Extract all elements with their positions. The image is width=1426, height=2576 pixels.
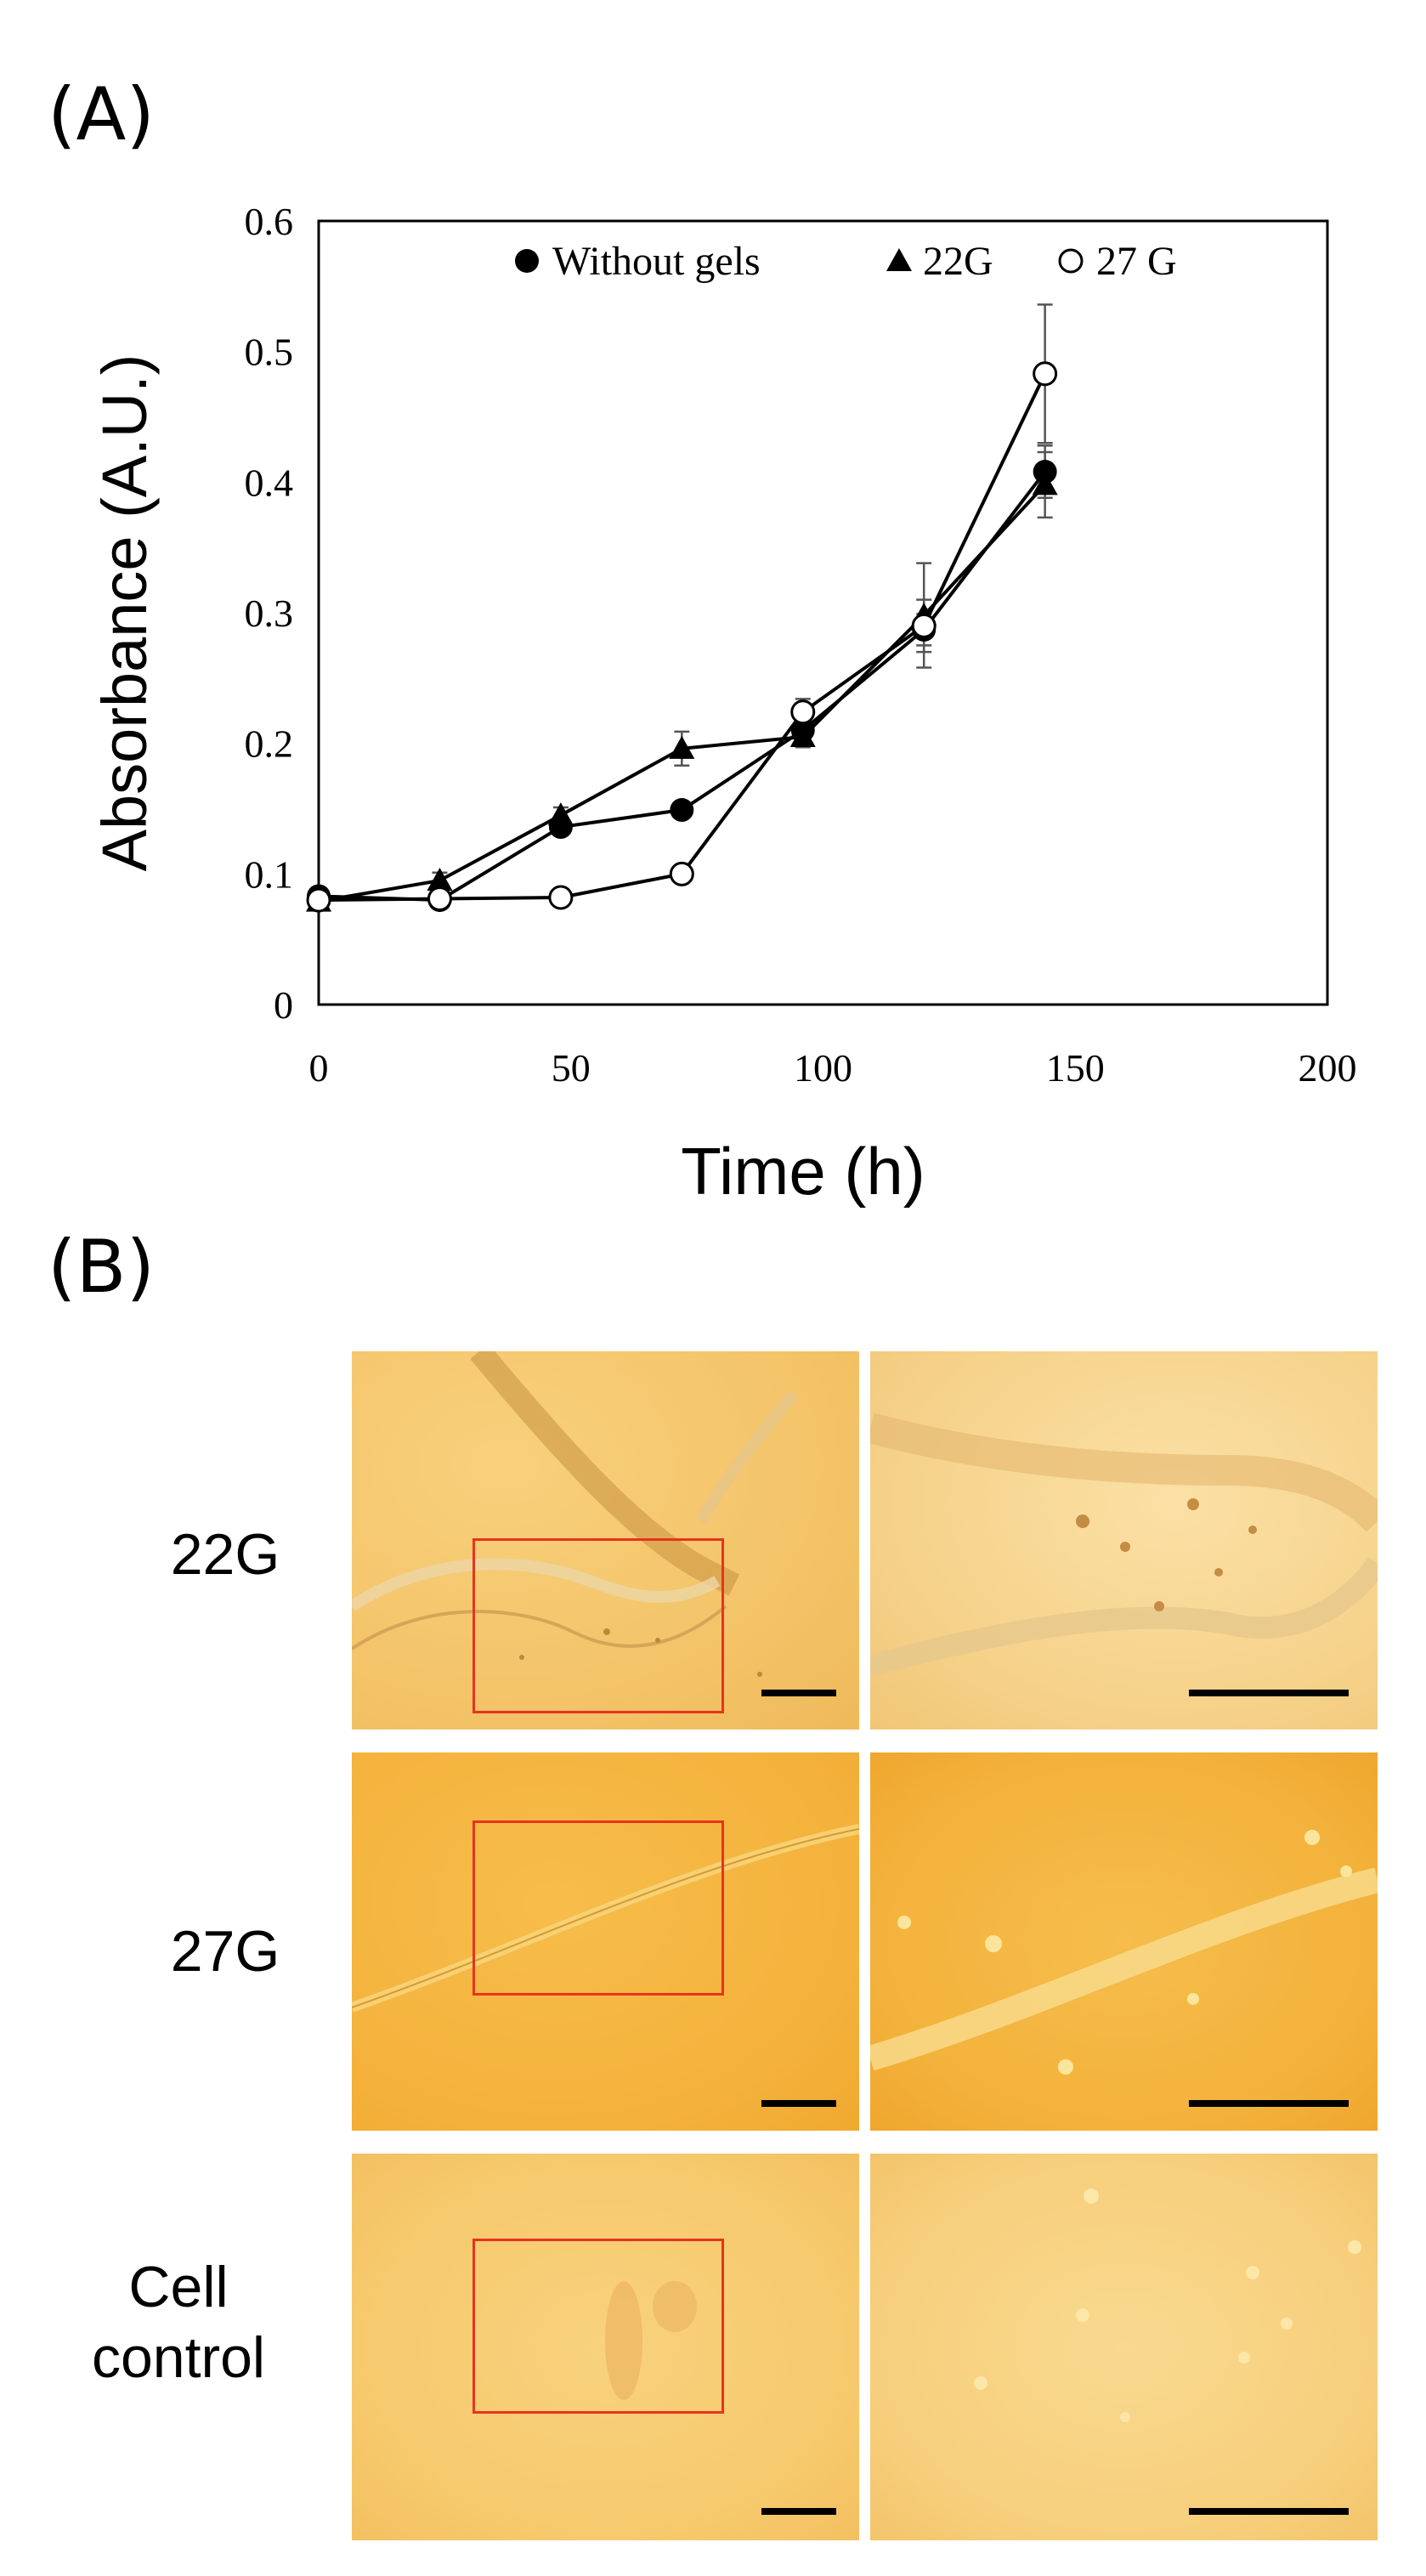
- data-point: [1033, 460, 1057, 484]
- data-point: [1058, 248, 1084, 274]
- roi-box: [473, 1538, 724, 1713]
- fiber-shapes: [352, 1351, 799, 1677]
- y-tick-label: 0.1: [245, 852, 294, 896]
- y-tick-label: 0.5: [245, 331, 294, 374]
- y-tick-label: 0.2: [245, 722, 294, 766]
- micrograph-control-zoom: [870, 2154, 1378, 2540]
- panel-b-label: (B): [48, 1225, 156, 1310]
- y-tick-label: 0.4: [245, 461, 294, 504]
- roi-box: [473, 1820, 724, 1996]
- scale-bar: [761, 2508, 836, 2515]
- y-axis-title: Absorbance (A.U.): [89, 354, 160, 872]
- x-tick-label: 0: [309, 1046, 329, 1090]
- data-point: [886, 248, 912, 271]
- series-line: [318, 470, 1047, 903]
- row-label-22g: 22G: [170, 1522, 280, 1587]
- scale-bar: [761, 1690, 836, 1696]
- fiber-shapes: [352, 1824, 859, 2013]
- scale-bar: [1189, 2508, 1349, 2515]
- data-point: [669, 735, 695, 759]
- data-point: [427, 886, 452, 912]
- data-point: [548, 885, 574, 910]
- scale-bar: [761, 2100, 836, 2107]
- y-tick-label: 0: [274, 983, 293, 1027]
- data-point: [427, 868, 453, 892]
- data-point: [669, 861, 694, 886]
- data-point: [1033, 361, 1058, 387]
- legend-label: Without gels: [552, 239, 761, 284]
- row-label-27g: 27G: [170, 1919, 280, 1984]
- zoom-cells: [974, 2188, 1361, 2422]
- series-22g: [311, 450, 1053, 908]
- faint-shapes: [605, 2281, 697, 2400]
- markers-27-g: [306, 361, 1058, 913]
- y-tick-label: 0.3: [245, 592, 294, 635]
- markers-22g: [306, 472, 1058, 912]
- x-tick-label: 150: [1046, 1046, 1105, 1090]
- micrograph-27g-zoom: [870, 1752, 1378, 2131]
- y-axis-ticks: 0 0.1 0.2 0.3 0.4 0.5 0.6: [245, 200, 294, 1027]
- micrograph-control-overview: [352, 2154, 859, 2540]
- data-point: [670, 798, 694, 823]
- legend-label: 27 G: [1096, 239, 1177, 284]
- zoom-fiber-shapes: [870, 1830, 1378, 2075]
- series-without-gels: [311, 444, 1053, 907]
- scale-bar: [1189, 2100, 1349, 2107]
- data-point: [790, 699, 816, 725]
- data-point: [515, 249, 539, 273]
- legend-label: 22G: [923, 239, 993, 284]
- series-layer: [306, 303, 1058, 913]
- markers-without-gels: [307, 460, 1057, 913]
- row-label-cell-control: Cell control: [47, 2252, 310, 2393]
- legend: Without gels 22G 27 G: [515, 239, 1177, 284]
- x-tick-label: 100: [794, 1046, 852, 1090]
- micrograph-22g-zoom: [870, 1351, 1378, 1730]
- data-point: [790, 718, 815, 743]
- x-tick-label: 200: [1299, 1046, 1357, 1090]
- roi-box: [473, 2239, 724, 2414]
- x-axis-title: Time (h): [681, 1134, 925, 1209]
- micrograph-27g-overview: [352, 1752, 859, 2131]
- plot-frame: [317, 219, 1329, 1006]
- x-axis-ticks: 0 50 100 150 200: [309, 1046, 1357, 1090]
- data-point: [548, 815, 573, 840]
- row-label-line2: control: [91, 2324, 266, 2390]
- scale-bar: [1189, 1690, 1349, 1696]
- series-line: [318, 484, 1047, 903]
- data-point: [306, 887, 331, 913]
- y-tick-label: 0.6: [245, 200, 294, 243]
- panel-a-label: (A): [48, 72, 155, 157]
- row-label-line1: Cell: [128, 2255, 229, 2319]
- zoom-fiber-shapes: [870, 1413, 1378, 1677]
- absorbance-chart: 0 0.1 0.2 0.3 0.4 0.5 0.6 0 50 100 150 200 Without…: [89, 200, 1357, 1209]
- x-tick-label: 50: [552, 1046, 591, 1090]
- data-point: [911, 613, 937, 638]
- micrograph-22g-overview: [352, 1351, 859, 1730]
